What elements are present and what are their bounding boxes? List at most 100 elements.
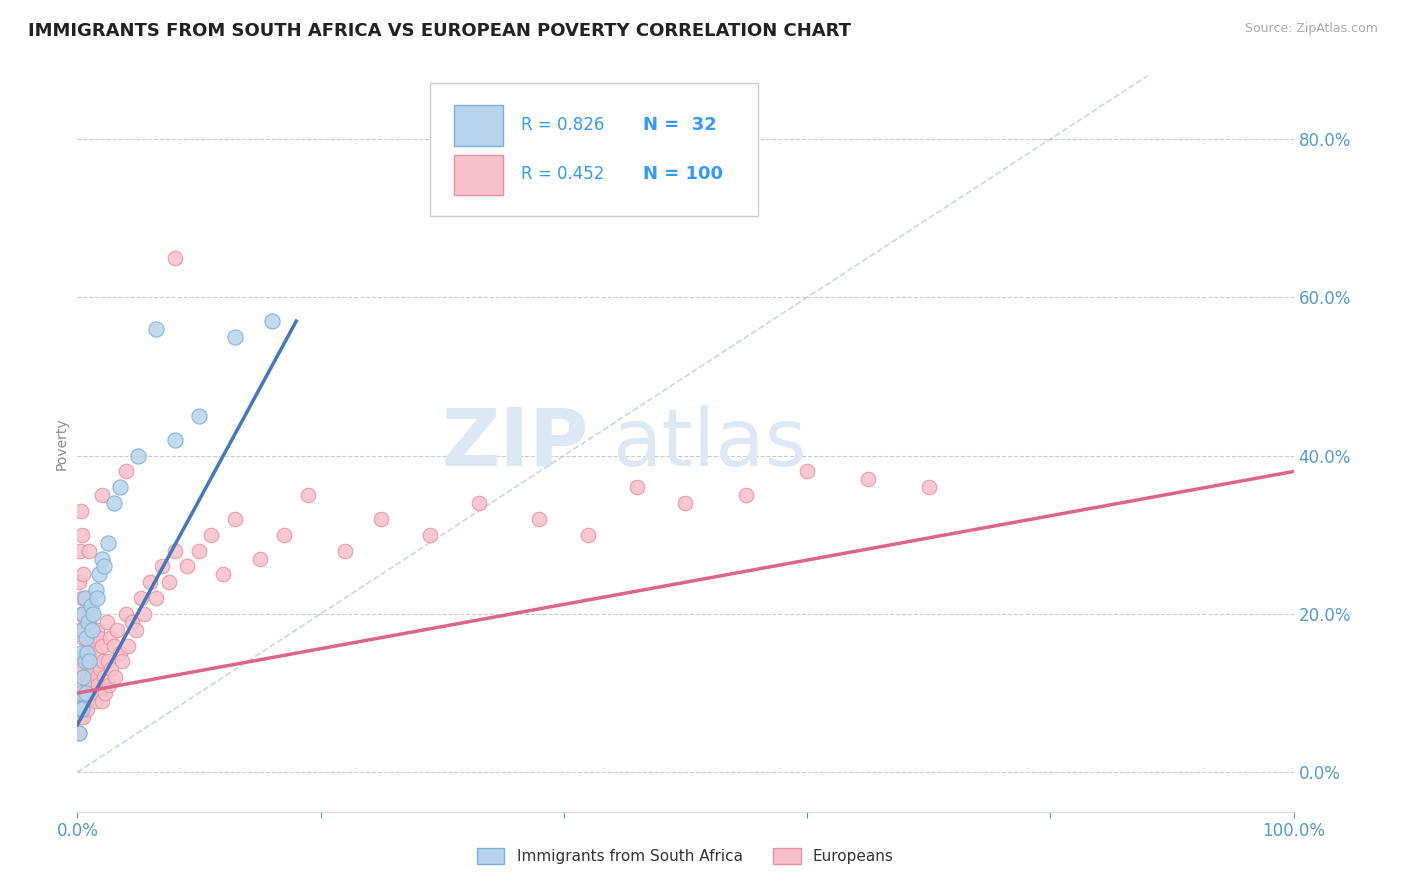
Point xyxy=(333,543,356,558)
Point xyxy=(108,480,131,494)
Point xyxy=(80,607,103,621)
Text: atlas: atlas xyxy=(613,405,807,483)
Point xyxy=(212,567,235,582)
Point xyxy=(82,678,104,692)
Point xyxy=(626,480,648,494)
Point xyxy=(75,631,97,645)
Point xyxy=(89,662,111,676)
Point xyxy=(111,654,134,668)
Point xyxy=(98,631,121,645)
Text: R = 0.452: R = 0.452 xyxy=(522,165,605,184)
Point xyxy=(72,567,94,582)
Point xyxy=(200,528,222,542)
Point xyxy=(75,694,97,708)
Text: Source: ZipAtlas.com: Source: ZipAtlas.com xyxy=(1244,22,1378,36)
Point xyxy=(103,639,125,653)
Point xyxy=(72,678,94,692)
Point xyxy=(69,702,91,716)
Point xyxy=(224,330,246,344)
Point xyxy=(467,496,489,510)
Point xyxy=(70,654,93,668)
Point xyxy=(89,686,111,700)
Point xyxy=(115,607,138,621)
Point xyxy=(90,551,112,566)
Text: ZIP: ZIP xyxy=(441,405,588,483)
Point xyxy=(73,654,96,668)
Point xyxy=(97,535,120,549)
Point xyxy=(82,607,104,621)
Point xyxy=(117,639,139,653)
Text: N =  32: N = 32 xyxy=(643,116,717,134)
Point xyxy=(856,472,879,486)
Point xyxy=(77,678,100,692)
Legend: Immigrants from South Africa, Europeans: Immigrants from South Africa, Europeans xyxy=(471,842,900,871)
Point xyxy=(176,559,198,574)
Point xyxy=(76,702,98,716)
Point xyxy=(70,623,93,637)
Point xyxy=(69,623,91,637)
Point xyxy=(93,670,115,684)
Point xyxy=(297,488,319,502)
Point xyxy=(80,670,103,684)
Point xyxy=(79,647,101,661)
Point xyxy=(145,322,167,336)
Point xyxy=(70,607,93,621)
Point xyxy=(260,314,283,328)
Point xyxy=(76,670,98,684)
Text: R = 0.826: R = 0.826 xyxy=(522,116,605,134)
Point xyxy=(72,670,94,684)
Point xyxy=(79,686,101,700)
FancyBboxPatch shape xyxy=(430,83,758,216)
Point xyxy=(70,528,93,542)
Point xyxy=(73,686,96,700)
Point xyxy=(796,465,818,479)
Point xyxy=(675,496,697,510)
Point xyxy=(107,623,129,637)
Point xyxy=(100,662,122,676)
Point xyxy=(67,725,90,739)
Point xyxy=(79,543,101,558)
Point xyxy=(80,623,103,637)
Point xyxy=(145,591,167,605)
FancyBboxPatch shape xyxy=(454,154,503,195)
Y-axis label: Poverty: Poverty xyxy=(55,417,69,470)
Point xyxy=(115,465,138,479)
Point xyxy=(918,480,941,494)
Point xyxy=(83,686,105,700)
Point xyxy=(70,647,93,661)
Point xyxy=(70,591,93,605)
Point xyxy=(134,607,156,621)
Point xyxy=(70,702,93,716)
Point xyxy=(103,496,125,510)
Point xyxy=(80,599,103,613)
Point xyxy=(125,623,148,637)
Point xyxy=(72,631,94,645)
Point xyxy=(76,623,98,637)
Point xyxy=(77,615,100,629)
Point xyxy=(84,647,107,661)
Point xyxy=(75,686,97,700)
Point xyxy=(163,251,186,265)
Point xyxy=(86,670,108,684)
Point xyxy=(73,591,96,605)
Text: IMMIGRANTS FROM SOUTH AFRICA VS EUROPEAN POVERTY CORRELATION CHART: IMMIGRANTS FROM SOUTH AFRICA VS EUROPEAN… xyxy=(28,22,851,40)
Point xyxy=(90,639,112,653)
Point xyxy=(72,607,94,621)
Point xyxy=(91,654,114,668)
Point xyxy=(127,449,149,463)
Point xyxy=(75,654,97,668)
Point xyxy=(82,631,104,645)
Point xyxy=(83,639,105,653)
Point xyxy=(86,591,108,605)
Point xyxy=(79,591,101,605)
Point xyxy=(94,686,117,700)
Point xyxy=(188,543,211,558)
FancyBboxPatch shape xyxy=(454,105,503,145)
Point xyxy=(70,662,93,676)
Point xyxy=(75,615,97,629)
Point xyxy=(84,583,107,598)
Point xyxy=(93,559,115,574)
Point xyxy=(89,631,111,645)
Point xyxy=(370,512,392,526)
Point xyxy=(157,575,180,590)
